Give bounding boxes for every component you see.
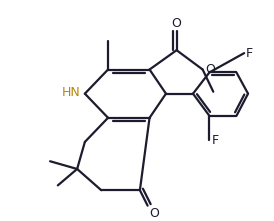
Text: O: O	[172, 17, 182, 30]
Text: O: O	[150, 207, 159, 220]
Text: F: F	[246, 47, 253, 60]
Text: O: O	[206, 63, 215, 76]
Text: HN: HN	[62, 86, 81, 99]
Text: F: F	[211, 133, 218, 147]
